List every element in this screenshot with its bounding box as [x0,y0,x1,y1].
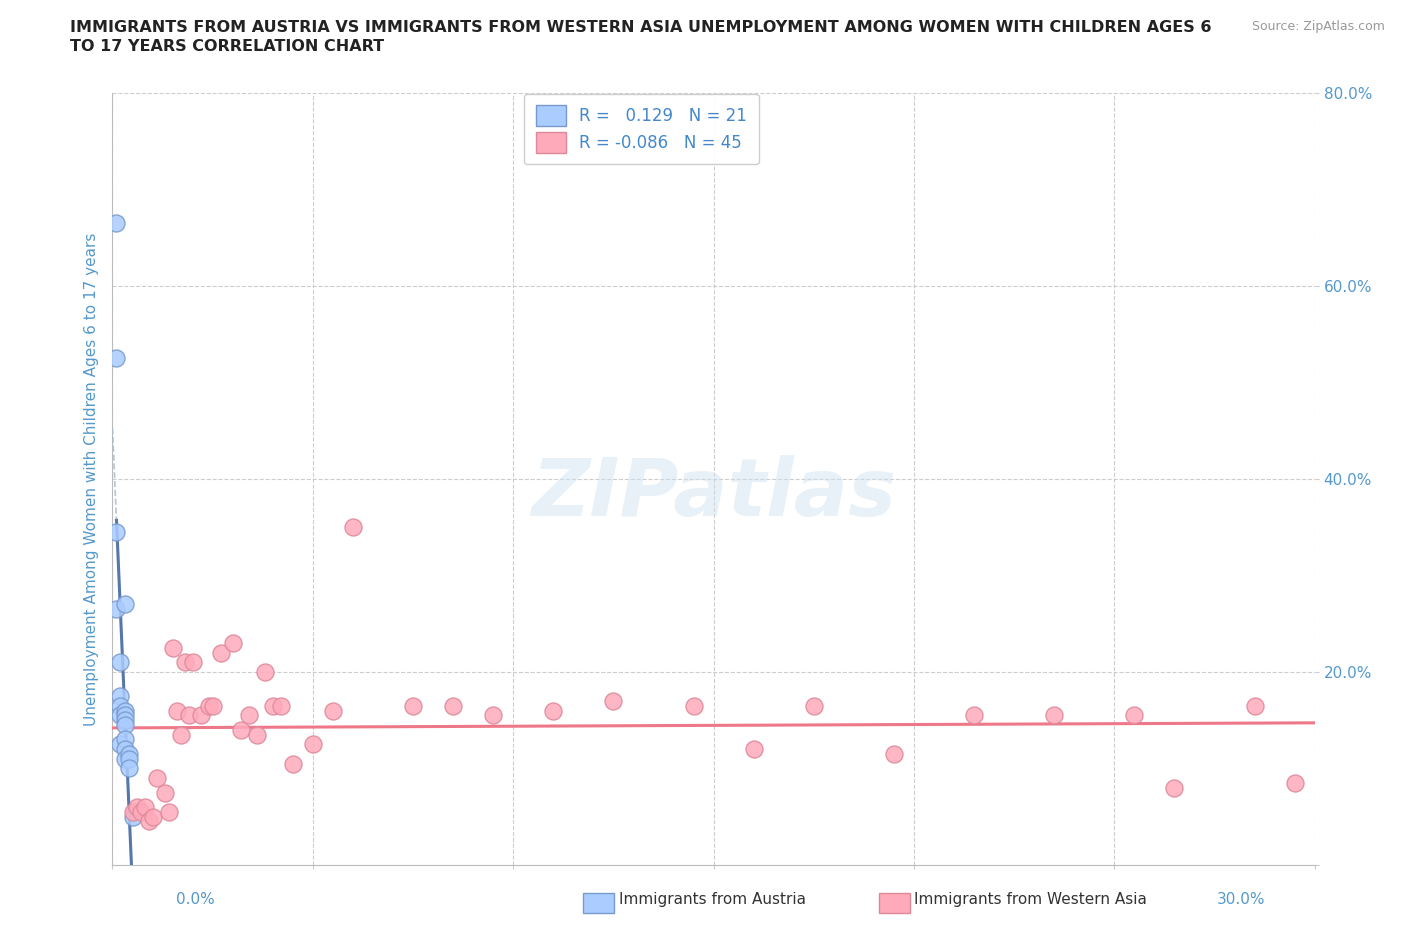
Point [117,761,139,776]
Point [190,708,212,723]
Point [114,597,136,612]
Point [1123,708,1146,723]
Point [121,804,143,819]
Point [181,655,204,670]
Point [342,520,364,535]
Point [270,698,292,713]
Point [238,708,260,723]
Point [209,645,232,660]
Point [110,655,132,670]
Point [121,809,143,824]
Point [110,708,132,723]
Text: 30.0%: 30.0% [1218,892,1265,907]
Text: Immigrants from Western Asia: Immigrants from Western Asia [914,892,1147,907]
Point [145,771,167,786]
Text: ZIPatlas: ZIPatlas [531,456,896,534]
Point [482,708,505,723]
Point [682,698,704,713]
Point [114,751,136,766]
Point [114,708,136,723]
Point [543,703,565,718]
Point [114,742,136,757]
Point [125,800,148,815]
Text: TO 17 YEARS CORRELATION CHART: TO 17 YEARS CORRELATION CHART [70,39,384,54]
Y-axis label: Unemployment Among Women with Children Ages 6 to 17 years: Unemployment Among Women with Children A… [83,232,98,725]
Point [197,698,219,713]
Point [117,747,139,762]
Point [117,751,139,766]
Point [1043,708,1066,723]
Point [162,641,184,656]
Point [322,703,344,718]
Point [114,703,136,718]
Point [281,756,304,771]
Point [169,727,191,742]
Text: IMMIGRANTS FROM AUSTRIA VS IMMIGRANTS FROM WESTERN ASIA UNEMPLOYMENT AMONG WOMEN: IMMIGRANTS FROM AUSTRIA VS IMMIGRANTS FR… [70,20,1212,35]
Point [114,718,136,733]
Point [110,688,132,703]
Point [177,708,200,723]
Point [441,698,464,713]
Point [105,351,128,365]
Point [105,216,128,231]
Point [229,723,252,737]
Point [138,814,160,829]
Point [166,703,188,718]
Point [114,732,136,747]
Point [105,525,128,539]
Point [883,747,905,762]
Point [1284,776,1306,790]
Point [1163,780,1185,795]
Point [201,698,224,713]
Text: 0.0%: 0.0% [176,892,215,907]
Point [246,727,269,742]
Point [602,694,624,709]
Point [141,809,165,824]
Text: Source: ZipAtlas.com: Source: ZipAtlas.com [1251,20,1385,33]
Point [1243,698,1265,713]
Point [110,698,132,713]
Point [173,655,195,670]
Point [114,712,136,727]
Point [129,804,152,819]
Legend: R =   0.129   N = 21, R = -0.086   N = 45: R = 0.129 N = 21, R = -0.086 N = 45 [524,94,759,165]
Point [253,665,276,680]
Point [153,785,176,800]
Text: Immigrants from Austria: Immigrants from Austria [619,892,806,907]
Point [105,602,128,617]
Point [222,635,245,650]
Point [262,698,284,713]
Point [302,737,325,751]
Point [110,737,132,751]
Point [134,800,156,815]
Point [157,804,180,819]
Point [803,698,825,713]
Point [742,742,765,757]
Point [963,708,986,723]
Point [402,698,425,713]
